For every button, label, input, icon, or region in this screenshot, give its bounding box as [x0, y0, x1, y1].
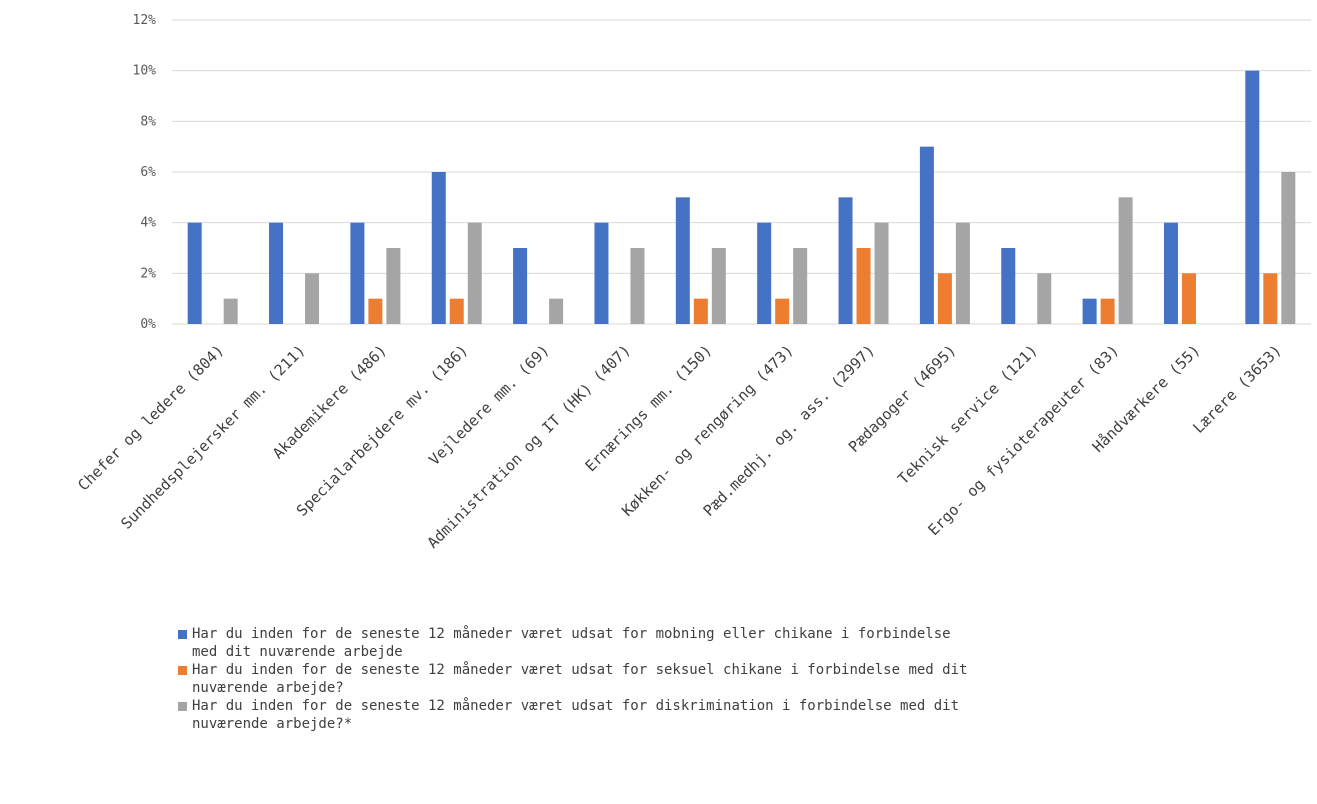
bar — [368, 298, 383, 324]
bar — [1163, 222, 1178, 324]
legend-item-mobning: Har du inden for de seneste 12 måneder v… — [178, 625, 1178, 661]
bar — [549, 298, 564, 324]
legend-item-diskrimination: Har du inden for de seneste 12 måneder v… — [178, 697, 1178, 733]
bar — [1245, 70, 1260, 325]
bar — [955, 222, 970, 324]
bars — [187, 70, 1296, 325]
legend-swatch-diskrimination — [178, 702, 187, 711]
bar — [431, 172, 446, 324]
bar — [449, 298, 464, 324]
bar — [1100, 298, 1115, 324]
bar — [1118, 197, 1133, 324]
x-category-label: Specialarbejdere mv. (186) — [293, 341, 472, 520]
bar-chart: 0%2%4%6%8%10%12% Chefer og ledere (804)S… — [74, 13, 1311, 552]
bar — [269, 222, 284, 324]
bar — [856, 248, 871, 324]
bar — [1181, 273, 1196, 324]
y-tick-label: 8% — [140, 114, 156, 129]
y-tick-label: 4% — [140, 216, 156, 231]
y-tick-label: 10% — [133, 64, 157, 79]
bar — [711, 248, 726, 324]
y-axis-tick-labels: 0% 2% 4% 6% 8% 10% 12% — [133, 13, 157, 332]
bar — [513, 248, 528, 324]
x-category-label: Teknisk service (121) — [894, 341, 1041, 488]
bar — [1281, 172, 1296, 324]
bar — [693, 298, 708, 324]
legend-label-diskrimination: Har du inden for de seneste 12 måneder v… — [192, 698, 960, 732]
y-tick-label: 6% — [140, 165, 156, 180]
legend-swatch-seksuel-chikane — [178, 666, 187, 675]
bar — [1001, 248, 1016, 324]
bar — [919, 146, 934, 324]
bar — [775, 298, 790, 324]
bar — [223, 298, 238, 324]
legend-item-seksuel-chikane: Har du inden for de seneste 12 måneder v… — [178, 661, 1178, 697]
legend: Har du inden for de seneste 12 måneder v… — [178, 625, 1178, 733]
bar — [874, 222, 889, 324]
bar — [675, 197, 690, 324]
bar — [838, 197, 853, 324]
y-tick-label: 0% — [140, 317, 156, 332]
bar — [757, 222, 772, 324]
gridlines — [172, 19, 1311, 325]
bar — [630, 248, 645, 324]
bar — [1263, 273, 1278, 324]
bar — [1037, 273, 1052, 324]
bar — [187, 222, 202, 324]
legend-swatch-mobning — [178, 630, 187, 639]
bar — [386, 248, 401, 324]
y-tick-label: 12% — [133, 13, 157, 28]
bar — [1082, 298, 1097, 324]
bar — [305, 273, 320, 324]
legend-label-mobning: Har du inden for de seneste 12 måneder v… — [192, 626, 951, 660]
x-category-label: Chefer og ledere (804) — [74, 341, 227, 494]
legend-label-seksuel-chikane: Har du inden for de seneste 12 måneder v… — [192, 662, 968, 696]
x-category-label: Køkken- og rengøring (473) — [618, 341, 797, 520]
bar — [350, 222, 365, 324]
x-category-label: Lærere (3653) — [1189, 341, 1285, 437]
bar — [937, 273, 952, 324]
bar — [793, 248, 808, 324]
y-tick-label: 2% — [140, 266, 156, 281]
x-axis-category-labels: Chefer og ledere (804)Sundhedsplejersker… — [74, 341, 1285, 552]
bar — [594, 222, 609, 324]
x-category-label: Sundhedsplejersker mm. (211) — [117, 341, 309, 533]
x-category-label: Pæd.medhj. og. ass. (2997) — [700, 341, 879, 520]
bar — [467, 222, 482, 324]
